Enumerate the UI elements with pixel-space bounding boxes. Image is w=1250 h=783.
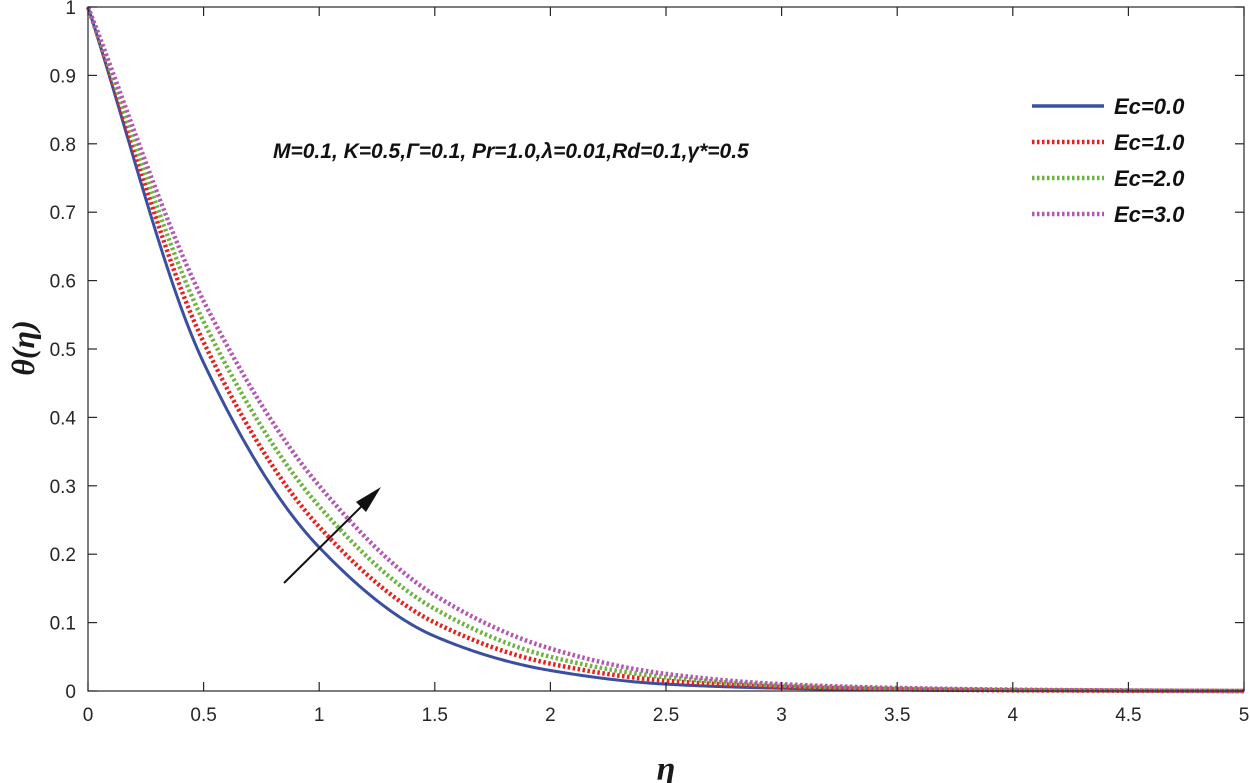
x-tick-label: 3 (776, 705, 787, 726)
y-tick-label: 0.4 (50, 408, 77, 429)
series-line-ec-3-0 (85, 6, 1245, 694)
legend-label: Ec=1.0 (1114, 130, 1185, 155)
y-tick-label: 0 (65, 682, 76, 703)
legend-label: Ec=3.0 (1114, 202, 1185, 227)
y-tick-label: 1 (65, 0, 76, 19)
x-tick-label: 5 (1239, 705, 1250, 726)
x-tick-label: 0 (83, 705, 94, 726)
y-tick-label: 0.9 (50, 66, 76, 87)
series-line-ec-2-0 (85, 6, 1245, 694)
y-axis-title: θ(η) (5, 320, 41, 375)
plot-area (88, 7, 1244, 691)
legend: Ec=0.0 Ec=1.0 Ec=2.0 Ec=3.0 (1032, 94, 1185, 227)
y-tick-label: 0.3 (50, 477, 76, 498)
y-tick-label: 0.2 (50, 545, 76, 566)
series-line-ec-1-0 (85, 6, 1245, 694)
x-axis-title: η (657, 751, 676, 783)
parameter-annotation: M=0.1, K=0.5,Γ=0.1, Pr=1.0,λ=0.01,Rd=0.1… (273, 140, 749, 163)
x-tick-label: 2 (545, 705, 556, 726)
y-tick-label: 0.8 (50, 135, 76, 156)
x-tick-label: 0.5 (190, 705, 216, 726)
legend-label: Ec=0.0 (1114, 94, 1185, 119)
x-tick-label: 4.5 (1115, 705, 1141, 726)
x-ticks-group: 0 0.5 1 1.5 2 2.5 3 3.5 4 4.5 5 (83, 7, 1250, 726)
y-tick-label: 0.1 (50, 614, 76, 635)
legend-label: Ec=2.0 (1114, 166, 1185, 191)
x-tick-label: 4 (1008, 705, 1019, 726)
y-tick-label: 0.6 (50, 272, 76, 293)
y-ticks-group: 0 0.1 0.2 0.3 0.4 0.5 0.6 0.7 0.8 0.9 1 (50, 0, 1244, 703)
increase-arrow (283, 487, 381, 584)
x-tick-label: 1 (314, 705, 325, 726)
x-tick-label: 2.5 (653, 705, 679, 726)
x-tick-label: 3.5 (884, 705, 910, 726)
x-tick-label: 1.5 (422, 705, 448, 726)
y-tick-label: 0.5 (50, 340, 76, 361)
y-tick-label: 0.7 (50, 203, 76, 224)
